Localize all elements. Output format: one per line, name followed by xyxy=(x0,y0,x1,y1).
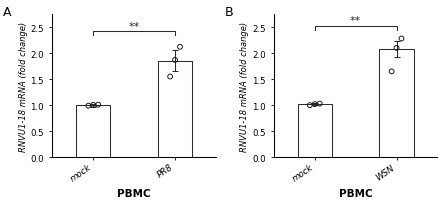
Point xyxy=(95,103,102,107)
Text: **: ** xyxy=(128,22,140,32)
Text: B: B xyxy=(225,6,233,19)
Point xyxy=(167,75,174,79)
Text: A: A xyxy=(3,6,12,19)
Point xyxy=(85,104,92,108)
Point xyxy=(311,103,319,106)
Point xyxy=(398,38,405,41)
Bar xyxy=(379,50,414,157)
Point xyxy=(90,104,97,107)
Bar xyxy=(298,105,332,157)
Point xyxy=(176,46,183,49)
Point xyxy=(393,47,400,50)
Point xyxy=(171,59,179,62)
Text: **: ** xyxy=(350,16,361,26)
Point xyxy=(306,104,313,107)
X-axis label: PBMC: PBMC xyxy=(117,188,151,198)
Bar xyxy=(158,62,192,157)
Y-axis label: RNVU1-18 mRNA (fold change): RNVU1-18 mRNA (fold change) xyxy=(240,21,249,151)
X-axis label: PBMC: PBMC xyxy=(339,188,373,198)
Point xyxy=(388,70,395,74)
Bar xyxy=(76,106,110,157)
Point xyxy=(316,102,323,106)
Y-axis label: RNVU1-18 mRNA (fold change): RNVU1-18 mRNA (fold change) xyxy=(19,21,27,151)
